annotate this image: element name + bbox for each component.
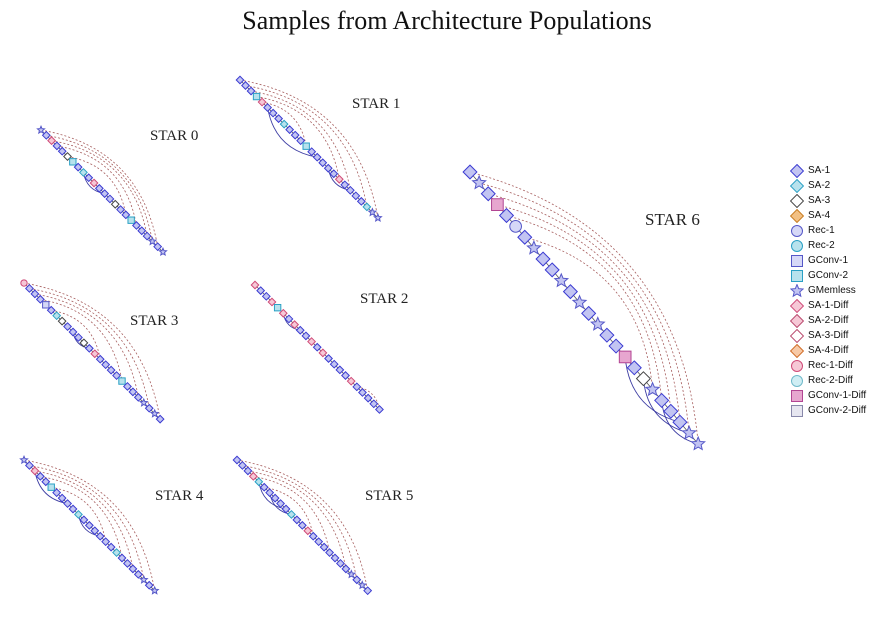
legend: SA-1 SA-2 SA-3 SA-4 Rec-1 Rec-2 GConv-1 GConv-2… — [790, 163, 866, 418]
backbone — [41, 130, 163, 252]
legend-item-GConv-1: GConv-1 — [790, 253, 866, 268]
legend-item-GConv-2: GConv-2 — [790, 268, 866, 283]
node-SA-3 — [637, 372, 651, 386]
nodes-star5 — [233, 456, 371, 594]
legend-label: Rec-1 — [808, 225, 835, 236]
legend-swatch-GConv-1-Diff — [790, 389, 804, 403]
legend-label: SA-4-Diff — [808, 345, 848, 356]
legend-swatch-SA-3-Diff — [790, 329, 804, 343]
node-GConv-1 — [43, 302, 49, 308]
subplot-star4: STAR 4 — [20, 456, 203, 593]
node-SA-1 — [463, 165, 477, 179]
legend-label: SA-3-Diff — [808, 330, 848, 341]
legend-label: SA-1-Diff — [808, 300, 848, 311]
legend-label: Rec-1-Diff — [808, 360, 853, 371]
node-GConv-2 — [48, 484, 54, 490]
legend-label: SA-2-Diff — [808, 315, 848, 326]
node-GConv-1-Diff — [619, 351, 631, 363]
legend-label: SA-4 — [808, 210, 830, 221]
legend-item-SA-1: SA-1 — [790, 163, 866, 178]
legend-swatch-SA-2-Diff — [790, 314, 804, 328]
legend-label: GMemless — [808, 285, 856, 296]
legend-label: SA-1 — [808, 165, 830, 176]
legend-item-SA-2: SA-2 — [790, 178, 866, 193]
legend-swatch-Rec-1 — [790, 224, 804, 238]
legend-item-GMemless: GMemless — [790, 283, 866, 298]
legend-label: Rec-2 — [808, 240, 835, 251]
node-SA-1 — [673, 415, 687, 429]
legend-item-Rec-2: Rec-2 — [790, 238, 866, 253]
nodes-star4 — [20, 456, 158, 593]
subplot-star6: STAR 6 — [463, 165, 705, 449]
legend-item-SA-3-Diff: SA-3-Diff — [790, 328, 866, 343]
legend-label: GConv-1 — [808, 255, 848, 266]
subplot-star5: STAR 5 — [233, 456, 413, 594]
legend-swatch-GConv-1 — [790, 254, 804, 268]
legend-swatch-Rec-2 — [790, 239, 804, 253]
subplot-star0: STAR 0 — [37, 126, 198, 255]
node-GConv-2 — [119, 378, 125, 384]
legend-label: Rec-2-Diff — [808, 375, 853, 386]
subplot-label-star3: STAR 3 — [130, 313, 178, 329]
subplot-label-star5: STAR 5 — [365, 488, 413, 504]
legend-swatch-SA-2 — [790, 179, 804, 193]
subplot-label-star1: STAR 1 — [352, 96, 400, 112]
node-Rec-1-Diff — [21, 280, 27, 286]
node-GConv-2 — [70, 159, 76, 165]
legend-item-GConv-2-Diff: GConv-2-Diff — [790, 403, 866, 418]
legend-swatch-SA-4-Diff — [790, 344, 804, 358]
subplot-label-star0: STAR 0 — [150, 128, 198, 144]
subplot-star3: STAR 3 — [21, 280, 179, 423]
subplot-star1: STAR 1 — [236, 76, 400, 221]
node-SA-1 — [545, 263, 559, 277]
legend-item-SA-4-Diff: SA-4-Diff — [790, 343, 866, 358]
legend-swatch-SA-4 — [790, 209, 804, 223]
legend-label: GConv-1-Diff — [808, 390, 866, 401]
node-GConv-2 — [303, 143, 309, 149]
subplot-label-star6: STAR 6 — [645, 210, 700, 229]
legend-item-Rec-1: Rec-1 — [790, 223, 866, 238]
node-GConv-1-Diff — [492, 199, 504, 211]
node-Rec-1 — [510, 221, 522, 233]
legend-label: SA-2 — [808, 180, 830, 191]
node-GConv-2 — [128, 217, 134, 223]
legend-item-Rec-1-Diff: Rec-1-Diff — [790, 358, 866, 373]
node-SA-1 — [518, 230, 532, 244]
legend-item-GConv-1-Diff: GConv-1-Diff — [790, 388, 866, 403]
subplot-label-star2: STAR 2 — [360, 291, 408, 307]
diagram-canvas: STAR 0 STAR 1 STAR 3 STAR 2 STAR 4 STAR 5 STAR… — [0, 0, 894, 640]
subplot-star2: STAR 2 — [251, 281, 408, 413]
subplot-label-star4: STAR 4 — [155, 488, 204, 504]
legend-swatch-SA-3 — [790, 194, 804, 208]
legend-label: SA-3 — [808, 195, 830, 206]
legend-label: GConv-2 — [808, 270, 848, 281]
legend-item-SA-2-Diff: SA-2-Diff — [790, 313, 866, 328]
legend-item-SA-4: SA-4 — [790, 208, 866, 223]
legend-swatch-SA-1-Diff — [790, 299, 804, 313]
node-GConv-2 — [274, 304, 280, 310]
legend-label: GConv-2-Diff — [808, 405, 866, 416]
legend-item-SA-1-Diff: SA-1-Diff — [790, 298, 866, 313]
node-GConv-2 — [253, 93, 259, 99]
legend-swatch-Rec-1-Diff — [790, 359, 804, 373]
legend-swatch-GMemless — [790, 284, 804, 298]
legend-swatch-GConv-2 — [790, 269, 804, 283]
legend-item-Rec-2-Diff: Rec-2-Diff — [790, 373, 866, 388]
legend-swatch-Rec-2-Diff — [790, 374, 804, 388]
node-SA-1 — [664, 404, 678, 418]
legend-item-SA-3: SA-3 — [790, 193, 866, 208]
legend-swatch-GConv-2-Diff — [790, 404, 804, 418]
legend-swatch-SA-1 — [790, 164, 804, 178]
